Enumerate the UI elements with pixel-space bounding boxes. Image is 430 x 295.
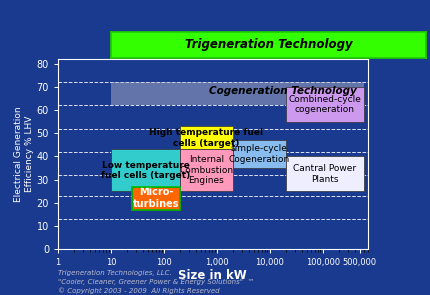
Bar <box>111 150 180 191</box>
Text: Cogeneration Technology: Cogeneration Technology <box>209 86 356 96</box>
Text: Low temperature
fuel cells (target): Low temperature fuel cells (target) <box>101 161 190 180</box>
Text: "Cooler, Cleaner, Greener Power & Energy Solutions"  ™: "Cooler, Cleaner, Greener Power & Energy… <box>58 278 255 285</box>
Text: Micro-
turbines: Micro- turbines <box>133 187 179 209</box>
Text: Trigeneration Technology: Trigeneration Technology <box>184 38 352 52</box>
Text: Trigeneration Technologies, LLC.: Trigeneration Technologies, LLC. <box>58 270 172 276</box>
Bar <box>111 82 364 105</box>
X-axis label: Size in kW: Size in kW <box>178 269 247 282</box>
Text: Internal
Combustion
Engines: Internal Combustion Engines <box>179 155 233 185</box>
Bar <box>132 187 180 210</box>
Text: Cantral Power
Plants: Cantral Power Plants <box>293 164 356 183</box>
Text: simple-cycle
Cogeneration: simple-cycle Cogeneration <box>229 145 290 164</box>
Bar <box>132 187 180 210</box>
Bar <box>286 87 364 122</box>
Text: High temperature fuel
cells (target): High temperature fuel cells (target) <box>149 128 264 148</box>
Bar <box>180 150 233 191</box>
Bar <box>286 156 364 191</box>
Y-axis label: Electrical Generation
Efficiency % LHV: Electrical Generation Efficiency % LHV <box>15 106 34 202</box>
Text: © Copyright 2003 - 2009  All Rights Reserved: © Copyright 2003 - 2009 All Rights Reser… <box>58 287 220 294</box>
Text: Combined-cycle
cogeneration: Combined-cycle cogeneration <box>289 95 362 114</box>
Bar <box>180 126 233 150</box>
Bar <box>233 140 286 168</box>
